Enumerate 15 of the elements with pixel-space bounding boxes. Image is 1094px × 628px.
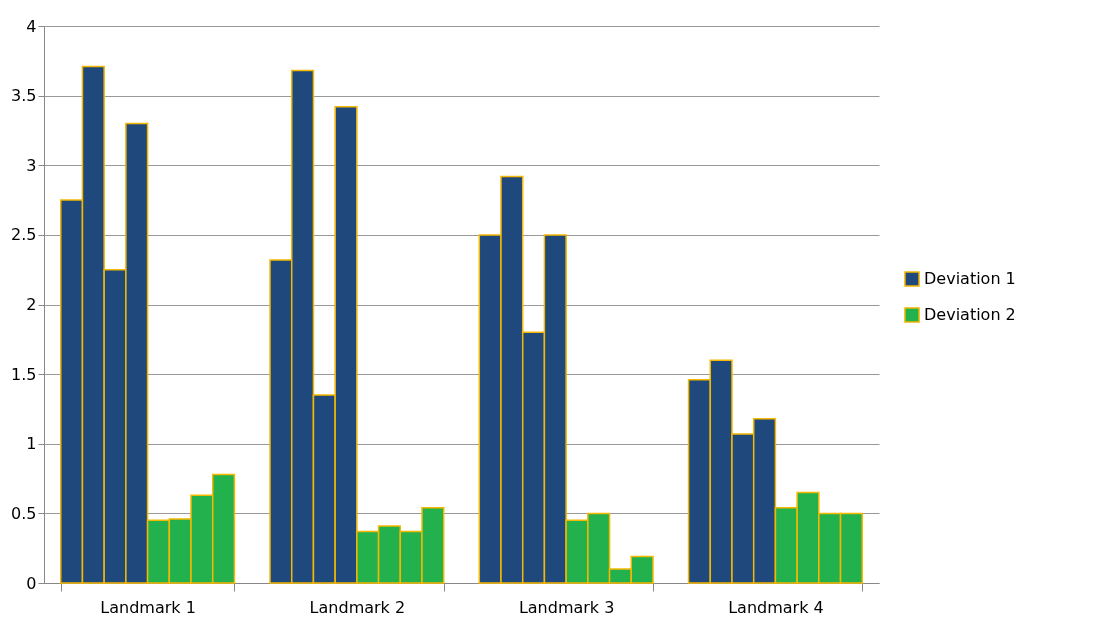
y-tick-label: 0.5 bbox=[11, 503, 37, 523]
legend-label: Deviation 2 bbox=[924, 305, 1016, 324]
y-tick-label: 1.5 bbox=[11, 364, 37, 384]
legend-label: Deviation 1 bbox=[924, 269, 1016, 288]
y-tick-label: 2.5 bbox=[11, 225, 37, 245]
y-tick-label: 3 bbox=[26, 155, 37, 175]
y-tick-label: 0 bbox=[26, 573, 37, 593]
y-tick-label: 4 bbox=[26, 16, 37, 36]
x-tick-label: Landmark 4 bbox=[728, 597, 824, 617]
y-tick-label: 3.5 bbox=[11, 86, 37, 106]
y-tick-label: 1 bbox=[26, 434, 37, 454]
x-tick-label: Landmark 3 bbox=[518, 597, 615, 617]
x-tick-label: Landmark 1 bbox=[100, 597, 196, 617]
y-tick-label: 2 bbox=[26, 295, 37, 314]
x-tick-label: Landmark 2 bbox=[309, 597, 406, 617]
